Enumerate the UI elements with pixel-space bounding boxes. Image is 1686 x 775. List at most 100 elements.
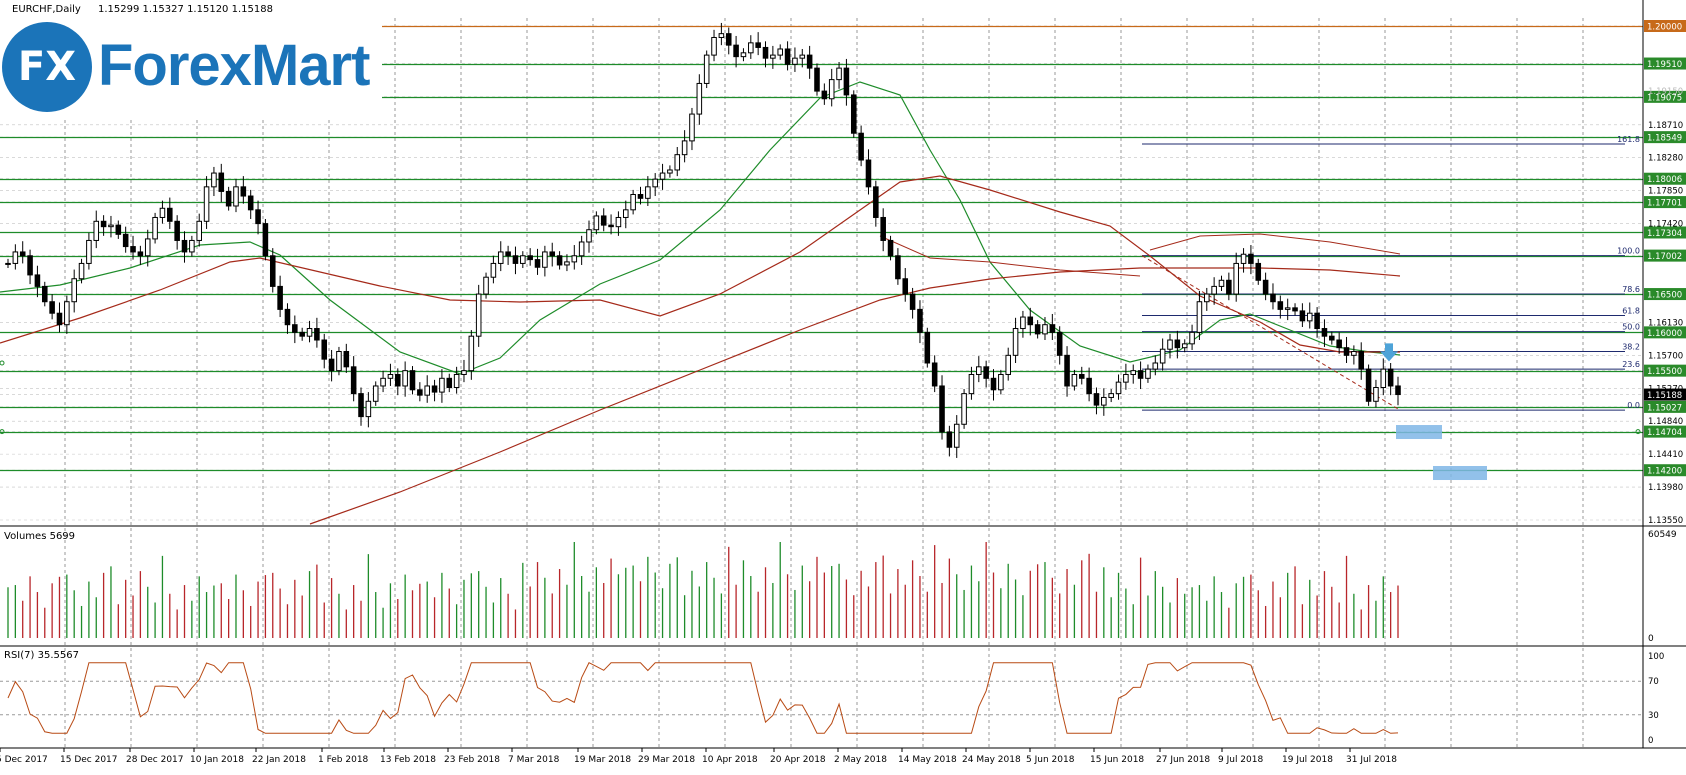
- candle-bull: [792, 57, 798, 65]
- candle-bear: [549, 251, 556, 257]
- price-level-label-bg: [1644, 196, 1686, 209]
- candle-bear: [27, 255, 33, 276]
- price-level-label: 1.17304: [1647, 229, 1682, 239]
- candle-bull: [1306, 312, 1313, 322]
- candle-bear: [1387, 368, 1394, 387]
- candle-bull: [542, 251, 548, 268]
- fibonacci-retracement[interactable]: 161.8 100.0 78.6 61.8 50.0 38.2 23.6 0.0: [1141, 135, 1640, 411]
- candle-bear: [417, 389, 423, 396]
- price-axis-tick: 1.18280: [1648, 154, 1683, 164]
- candle-bull: [189, 239, 195, 253]
- candle-bull: [93, 220, 100, 241]
- fx-logo-icon: FX: [2, 22, 92, 112]
- price-axis-tick: 1.17420: [1648, 220, 1683, 230]
- candle-bull: [78, 262, 85, 280]
- candle-bull: [1130, 370, 1137, 375]
- candle-bear: [931, 362, 938, 387]
- date-axis-label: 2 May 2018: [834, 755, 887, 765]
- volume-axis-max: 60549: [1648, 530, 1677, 540]
- price-axis-tick: 1.16130: [1648, 318, 1683, 328]
- price-level-label-bg: [1644, 400, 1686, 413]
- sell-arrow-icon: [1380, 343, 1398, 362]
- candle-bull: [1240, 253, 1247, 264]
- candle-bull: [1196, 301, 1203, 333]
- candle-bull: [5, 262, 11, 265]
- candle-bull: [461, 370, 467, 375]
- candle-bear: [637, 193, 644, 199]
- candle-bull: [748, 42, 754, 54]
- candle-bear: [19, 251, 26, 257]
- price-axis-tick: 1.14840: [1648, 417, 1683, 427]
- candle-bull: [976, 366, 982, 375]
- level-anchor-dot: [1635, 429, 1641, 435]
- price-level-label-bg: [1644, 20, 1686, 32]
- current-price-label: 1.15188: [1647, 391, 1682, 401]
- date-axis-label: 9 Jul 2018: [1218, 755, 1263, 765]
- candle-bull: [1071, 373, 1078, 387]
- brand-name: ForexMart: [98, 33, 370, 98]
- date-axis-label: 15 Jun 2018: [1090, 755, 1144, 765]
- fib-level-label: 78.6: [1622, 285, 1640, 294]
- date-axis-label: 10 Jan 2018: [190, 755, 244, 765]
- date-axis-label: 31 Jul 2018: [1346, 755, 1397, 765]
- price-level-label-bg: [1644, 288, 1686, 301]
- candle-bull: [64, 301, 70, 326]
- candle-bull: [828, 79, 835, 100]
- candle-bull: [630, 193, 636, 211]
- candle-bull: [1145, 368, 1151, 379]
- price-level-label: 1.18549: [1647, 134, 1682, 144]
- price-level-label: 1.16000: [1647, 329, 1682, 339]
- candle-bear: [1226, 279, 1232, 295]
- candle-bull: [387, 373, 394, 379]
- candle-bear: [873, 186, 879, 218]
- level-anchor-dot: [0, 360, 5, 366]
- candle-bear: [115, 224, 122, 235]
- ma-mid-line: [0, 175, 1400, 353]
- candle-bull: [667, 169, 673, 174]
- candle-bear: [218, 172, 225, 192]
- candle-bear: [755, 42, 761, 48]
- candle-bear: [1255, 262, 1262, 281]
- candle-bear: [1395, 385, 1401, 396]
- candle-bull: [12, 251, 19, 264]
- candle-bear: [1137, 370, 1144, 379]
- candle-bull: [1152, 362, 1159, 370]
- candle-bear: [1365, 368, 1372, 402]
- candle-bear: [556, 255, 563, 266]
- moving-averages: [0, 81, 1401, 525]
- candle-bull: [1101, 396, 1107, 406]
- date-axis-label: 29 Mar 2018: [638, 755, 695, 765]
- candle-bear: [1329, 335, 1335, 341]
- chart-header-ohlc: 1.15299 1.15327 1.15120 1.15188: [98, 4, 273, 15]
- price-level-label: 1.16500: [1647, 291, 1682, 301]
- candle-bear: [343, 351, 350, 368]
- candle-bear: [917, 308, 923, 333]
- candle-bull: [578, 241, 585, 257]
- candle-bull: [1189, 331, 1195, 345]
- candle-bear: [299, 331, 305, 337]
- candle-bull: [696, 82, 703, 115]
- date-axis-label: 1 Feb 2018: [318, 755, 369, 765]
- candle-bull: [336, 351, 342, 372]
- fib-level-label: 23.6: [1622, 360, 1640, 369]
- candle-bear: [814, 67, 820, 92]
- candle-bull: [424, 385, 430, 396]
- date-axis-label: 23 Feb 2018: [444, 755, 500, 765]
- candle-bear: [946, 431, 953, 448]
- candle-bear: [314, 328, 320, 341]
- candle-bear: [1299, 310, 1306, 322]
- candle-bear: [1078, 373, 1085, 379]
- date-axis-label: 22 Jan 2018: [252, 755, 306, 765]
- candle-bull: [645, 186, 651, 199]
- candle-bull: [1284, 307, 1291, 310]
- level-anchor-dot: [0, 429, 5, 435]
- candle-bull: [593, 215, 600, 231]
- price-axis-faded-tick: 1.19150: [1648, 87, 1683, 97]
- date-axis-label: 19 Mar 2018: [574, 755, 631, 765]
- candle-bear: [1056, 331, 1063, 356]
- price-axis-tick: 1.18710: [1648, 121, 1683, 131]
- volume-histogram: [7, 542, 1399, 638]
- candle-bear: [1093, 393, 1100, 406]
- candle-bear: [806, 54, 813, 69]
